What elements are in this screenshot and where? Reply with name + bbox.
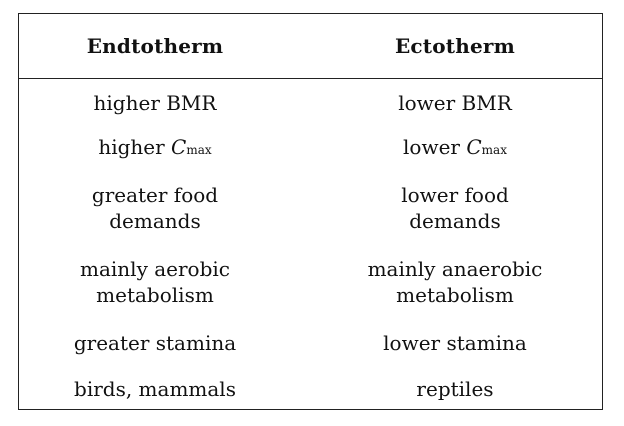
cell-endotherm-examples: birds, mammals [74, 377, 236, 401]
cell-ectotherm-examples: reptiles [416, 377, 494, 401]
cmax-symbol: C [171, 135, 187, 159]
cell-line: mainly anaerobic [367, 257, 543, 281]
cell-line: demands [109, 209, 201, 233]
cell-ectotherm-stamina: lower stamina [383, 331, 527, 355]
header-endotherm: Endtotherm [86, 34, 224, 58]
header-ectotherm: Ectotherm [394, 34, 515, 58]
cmax-prefix: lower [403, 135, 460, 159]
cmax-prefix: higher [98, 135, 165, 159]
cell-line: lower food [401, 183, 509, 207]
cell-endotherm-cmax: higher Cmax [19, 134, 291, 163]
cell-ectotherm-bmr: lower BMR [398, 91, 512, 115]
cell-endotherm-bmr: higher BMR [93, 91, 217, 115]
cmax-symbol: C [466, 135, 482, 159]
cell-endotherm-food: greater food demands [19, 182, 291, 234]
cmax-subscript: max [186, 143, 212, 157]
cell-ectotherm-cmax: lower Cmax [305, 134, 605, 163]
table-header-row: Endtotherm Ectotherm [19, 14, 602, 79]
comparison-table: Endtotherm Ectotherm higher BMR lower BM… [18, 13, 603, 410]
cmax-subscript: max [481, 143, 507, 157]
cell-ectotherm-food: lower food demands [305, 182, 605, 234]
cell-line: metabolism [96, 283, 214, 307]
cell-line: demands [409, 209, 501, 233]
cell-line: greater food [91, 183, 219, 207]
cell-ectotherm-metabolism: mainly anaerobic metabolism [305, 256, 605, 308]
cell-endotherm-stamina: greater stamina [73, 331, 237, 355]
cell-endotherm-metabolism: mainly aerobic metabolism [19, 256, 291, 308]
cell-line: metabolism [396, 283, 514, 307]
cell-line: mainly aerobic [80, 257, 230, 281]
